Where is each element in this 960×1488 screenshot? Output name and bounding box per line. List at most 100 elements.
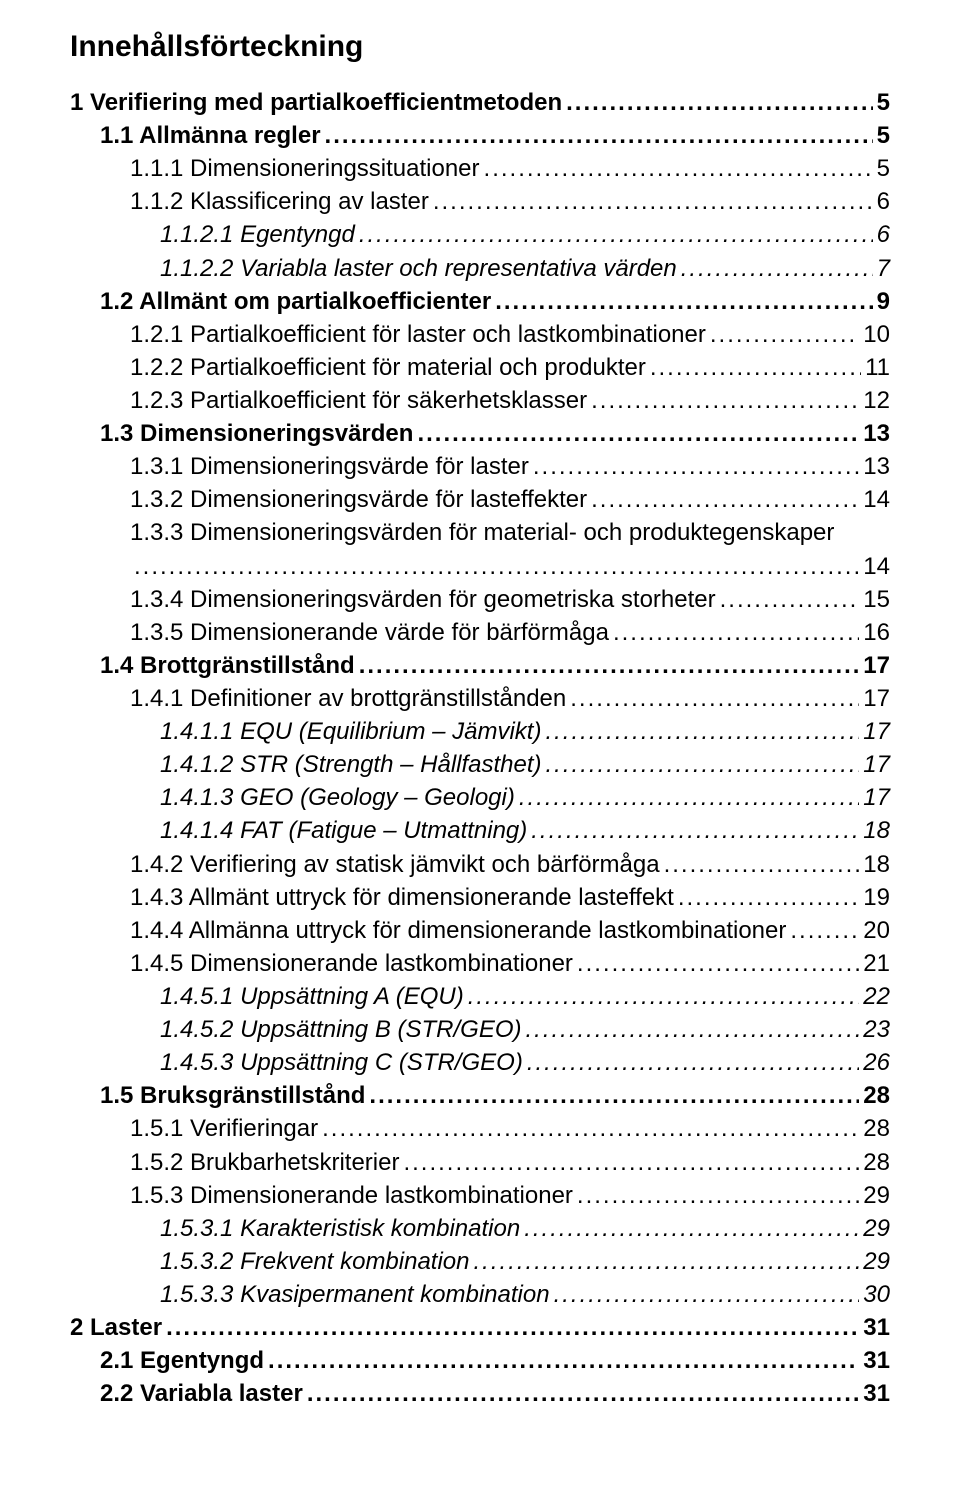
toc-entry-page: 7: [877, 252, 890, 285]
toc-entry: 1.4.1.4 FAT (Fatigue – Utmattning) 18: [70, 814, 890, 847]
toc-leader-dots: [533, 450, 859, 483]
toc-entry-page: 16: [863, 616, 890, 649]
toc-leader-dots: [790, 914, 859, 947]
toc-entry: 1.5.3 Dimensionerande lastkombinationer …: [70, 1179, 890, 1212]
toc-entry: 1.3 Dimensioneringsvärden 13: [70, 417, 890, 450]
toc-entry: 1.5 Bruksgränstillstånd 28: [70, 1079, 890, 1112]
toc-entry: 1.4.5.3 Uppsättning C (STR/GEO) 26: [70, 1046, 890, 1079]
toc-entry-page: 29: [863, 1212, 890, 1245]
document-page: Innehållsförteckning 1 Verifiering med p…: [0, 0, 960, 1488]
toc-entry: 1.4.5 Dimensionerande lastkombinationer …: [70, 947, 890, 980]
toc-entry-page: 19: [863, 881, 890, 914]
toc-entry-page: 10: [863, 318, 890, 351]
toc-entry-label: 1.5.3.3 Kvasipermanent kombination: [160, 1278, 550, 1311]
toc-entry: 2 Laster 31: [70, 1311, 890, 1344]
toc-entry-page: 28: [863, 1112, 890, 1145]
toc-entry: 1.2 Allmänt om partialkoefficienter 9: [70, 285, 890, 318]
toc-entry-page: 17: [863, 649, 890, 682]
toc-leader-dots: [613, 616, 859, 649]
toc-entry-label: 1.4 Brottgränstillstånd: [100, 649, 355, 682]
toc-entry-page: 29: [863, 1245, 890, 1278]
toc-leader-dots: [710, 318, 859, 351]
toc-entry: 1.4.1.2 STR (Strength – Hållfasthet) 17: [70, 748, 890, 781]
toc-leader-dots: [720, 583, 860, 616]
toc-entry-label: 1.5.3.2 Frekvent kombination: [160, 1245, 470, 1278]
toc-entry: 1.5.3.1 Karakteristisk kombination 29: [70, 1212, 890, 1245]
toc-entry: 1.4.2 Verifiering av statisk jämvikt och…: [70, 848, 890, 881]
toc-leader-dots: [545, 715, 859, 748]
toc-leader-dots: [307, 1377, 859, 1410]
toc-entry: 1.5.1 Verifieringar 28: [70, 1112, 890, 1145]
toc-entry-page: 17: [863, 748, 890, 781]
toc-entry: 1.1.2 Klassificering av laster 6: [70, 185, 890, 218]
toc-entry-label: 2 Laster: [70, 1311, 162, 1344]
toc-entry: 1.1 Allmänna regler 5: [70, 119, 890, 152]
toc-leader-dots: [359, 649, 860, 682]
toc-leader-dots: [468, 980, 860, 1013]
toc-leader-dots: [526, 1013, 860, 1046]
toc-entry-page: 30: [863, 1278, 890, 1311]
toc-entry-page: 15: [863, 583, 890, 616]
toc-entry: 1.1.2.2 Variabla laster och representati…: [70, 252, 890, 285]
toc-leader-dots: [546, 748, 860, 781]
toc-entry: 1.5.2 Brukbarhetskriterier 28: [70, 1146, 890, 1179]
toc-entry-page: 12: [863, 384, 890, 417]
toc-entry-label: 1.4.1.3 GEO (Geology – Geologi): [160, 781, 515, 814]
toc-entry: 1.3.4 Dimensioneringsvärden för geometri…: [70, 583, 890, 616]
toc-entry-label: 1.3 Dimensioneringsvärden: [100, 417, 413, 450]
toc-entry-page: 14: [863, 483, 890, 516]
toc-entry-label: 1.4.1.4 FAT (Fatigue – Utmattning): [160, 814, 527, 847]
toc-entry-page: 17: [863, 682, 890, 715]
toc-entry-label: 1.3.5 Dimensionerande värde för bärförmå…: [130, 616, 609, 649]
toc-entry-label: 1.3.3 Dimensioneringsvärden för material…: [130, 516, 834, 549]
toc-entry-page: 29: [863, 1179, 890, 1212]
toc-leader-dots: [359, 218, 873, 251]
toc-entry-label: 1.4.5.2 Uppsättning B (STR/GEO): [160, 1013, 522, 1046]
toc-entry-page: 31: [863, 1377, 890, 1410]
toc-leader-dots: [369, 1079, 859, 1112]
toc-entry-page: 14: [863, 550, 890, 583]
toc-leader-dots: [577, 1179, 859, 1212]
toc-entry: 1.4.4 Allmänna uttryck för dimensioneran…: [70, 914, 890, 947]
toc-entry: 1.5.3.3 Kvasipermanent kombination 30: [70, 1278, 890, 1311]
toc-title: Innehållsförteckning: [70, 30, 890, 64]
toc-entry-page: 9: [877, 285, 890, 318]
toc-entry: 1.3.5 Dimensionerande värde för bärförmå…: [70, 616, 890, 649]
toc-entry-label: 1.4.4 Allmänna uttryck för dimensioneran…: [130, 914, 786, 947]
toc-entry-label: 1.1.1 Dimensioneringssituationer: [130, 152, 480, 185]
toc-leader-dots: [527, 1046, 859, 1079]
toc-entry: 1.2.2 Partialkoefficient för material oc…: [70, 351, 890, 384]
toc-entry-label: 1.2.2 Partialkoefficient för material oc…: [130, 351, 646, 384]
toc-entry: 1 Verifiering med partialkoefficientmeto…: [70, 86, 890, 119]
toc-leader-dots: [484, 152, 873, 185]
toc-leader-dots: [268, 1344, 859, 1377]
toc-entry: 1.4.5.2 Uppsättning B (STR/GEO) 23: [70, 1013, 890, 1046]
toc-entry: 1.3.1 Dimensioneringsvärde för laster 13: [70, 450, 890, 483]
toc-entry: 1.2.3 Partialkoefficient för säkerhetskl…: [70, 384, 890, 417]
toc-entry-page: 22: [863, 980, 890, 1013]
toc-entry-page: 5: [877, 86, 890, 119]
toc-entry: 2.1 Egentyngd 31: [70, 1344, 890, 1377]
toc-leader-dots: [495, 285, 872, 318]
toc-entry-label: 1.1.2.1 Egentyngd: [160, 218, 355, 251]
toc-leader-dots: [166, 1311, 859, 1344]
toc-leader-dots: [325, 119, 873, 152]
toc-leader-dots: [591, 483, 859, 516]
toc-entry-label: 1.3.1 Dimensioneringsvärde för laster: [130, 450, 529, 483]
toc-entry-label: 1.2 Allmänt om partialkoefficienter: [100, 285, 491, 318]
toc-leader-dots: [554, 1278, 860, 1311]
toc-leader-dots: [519, 781, 859, 814]
toc-entry: 1.4.1.1 EQU (Equilibrium – Jämvikt) 17: [70, 715, 890, 748]
toc-entry-page: 28: [863, 1079, 890, 1112]
toc-entry-label: 1.4.1 Definitioner av brottgränstillstån…: [130, 682, 566, 715]
toc-leader-dots: [433, 185, 873, 218]
toc-entry-label: 1.1 Allmänna regler: [100, 119, 321, 152]
toc-entry-page: 23: [863, 1013, 890, 1046]
toc-entry-label: 1.4.5 Dimensionerande lastkombinationer: [130, 947, 573, 980]
toc-entry-label: 1.4.2 Verifiering av statisk jämvikt och…: [130, 848, 660, 881]
toc-entry-page: 18: [863, 848, 890, 881]
toc-leader-dots: [566, 86, 873, 119]
toc-entry-page: 11: [865, 351, 890, 384]
toc-entry: 1.1.2.1 Egentyngd 6: [70, 218, 890, 251]
toc-entry-page: 21: [863, 947, 890, 980]
